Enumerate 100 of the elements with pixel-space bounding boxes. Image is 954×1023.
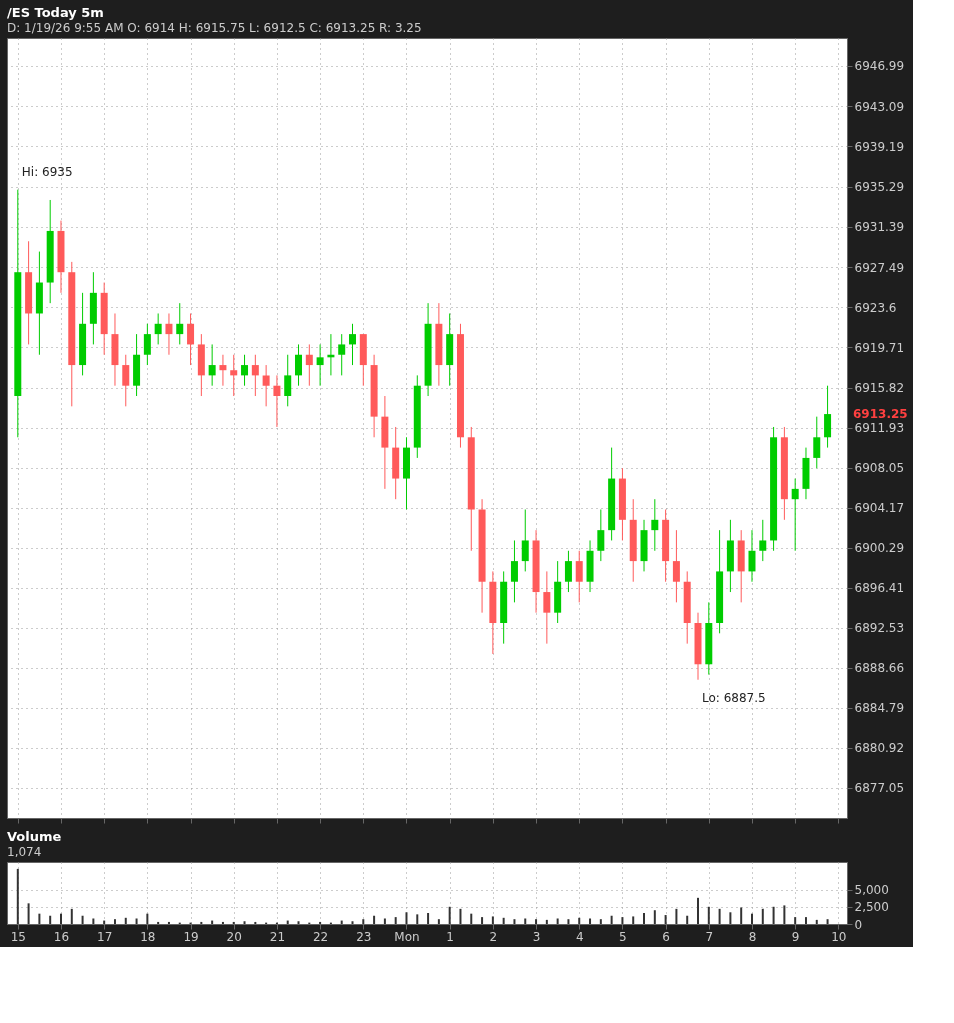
bar (632, 916, 635, 924)
bar (124, 917, 127, 924)
bar (38, 913, 41, 924)
candlestick (521, 509, 529, 572)
candlestick (748, 529, 756, 583)
bar (556, 918, 559, 924)
y-tick-label: 6900.29 (854, 541, 905, 556)
bar (761, 908, 764, 924)
y-tick-label: 6927.49 (854, 260, 905, 275)
bar (470, 913, 473, 924)
bar (524, 918, 527, 924)
bar (200, 921, 203, 924)
candlestick (262, 364, 270, 407)
y-tick-label: 6946.99 (854, 59, 905, 74)
y-tick-label: 6943.09 (854, 99, 905, 114)
bar (232, 921, 235, 924)
x-tick-label: 4 (575, 929, 584, 944)
y-tick-label: 6888.66 (854, 661, 905, 676)
x-tick-label: 17 (97, 929, 113, 944)
bar (416, 914, 419, 924)
y-tick-label: 6915.82 (854, 381, 905, 396)
candlestick (230, 354, 238, 397)
bar (427, 912, 430, 924)
candlestick (154, 312, 162, 345)
bar (135, 918, 138, 924)
y-tick-label: 6884.79 (854, 701, 905, 716)
y-tick-label: 6908.05 (854, 461, 905, 476)
x-tick-label: 3 (532, 929, 541, 944)
bar (578, 917, 581, 924)
bar (707, 906, 710, 924)
bar (27, 903, 30, 924)
bar (49, 915, 52, 924)
bar (459, 908, 462, 924)
bar (729, 912, 732, 924)
bar (81, 915, 84, 924)
x-tick-label: 10 (831, 929, 847, 944)
chart-subtitle: D: 1/19/26 9:55 AM O: 6914 H: 6915.75 L: 6912.5 C: 6913.25 R: 3.25 (7, 21, 422, 35)
x-tick-label: 23 (356, 929, 372, 944)
bar (621, 917, 624, 924)
bar (297, 921, 300, 924)
bar (113, 919, 116, 924)
y-tick-label: 5,000 (854, 883, 889, 898)
bar (675, 908, 678, 924)
bar (750, 913, 753, 924)
candlestick (284, 354, 292, 407)
bar (351, 921, 354, 924)
candlestick (575, 550, 583, 603)
x-tick-label: 20 (226, 929, 242, 944)
candlestick (176, 302, 184, 345)
bar (437, 919, 440, 924)
bar (794, 917, 797, 924)
x-tick-label: 2 (489, 929, 498, 944)
bar (804, 917, 807, 924)
candlestick (543, 570, 551, 645)
y-tick-label: 6919.71 (854, 340, 905, 355)
candlestick (165, 312, 173, 356)
bar (383, 918, 386, 924)
candlestick (349, 323, 356, 366)
bar (826, 919, 829, 924)
candlestick (791, 478, 799, 552)
annotation: Hi: 6935 (21, 164, 73, 179)
candlestick (241, 354, 249, 387)
candlestick (187, 312, 195, 366)
x-tick-label: 8 (748, 929, 757, 944)
candlestick (824, 385, 832, 449)
y-tick-label: 2,500 (854, 900, 889, 915)
candlestick (219, 354, 227, 387)
bar (362, 919, 365, 924)
bar (643, 912, 646, 924)
bar (589, 918, 592, 924)
bar (815, 919, 818, 924)
x-tick-label: 5 (619, 929, 627, 944)
y-tick-label: 6904.17 (854, 501, 905, 516)
x-tick-label: 7 (705, 929, 714, 944)
candlestick (672, 529, 680, 603)
bar (718, 908, 721, 924)
bar (405, 912, 408, 924)
candlestick (510, 539, 518, 603)
y-tick-label: 6896.41 (854, 581, 905, 596)
bar (146, 913, 149, 924)
bar (567, 919, 570, 924)
bar (535, 919, 538, 924)
candlestick (564, 550, 572, 593)
bar (448, 906, 451, 924)
bar (545, 919, 548, 924)
chart-title: Volume (7, 829, 62, 844)
bar (502, 917, 505, 924)
x-tick-label: 19 (183, 929, 199, 944)
bar (92, 918, 95, 924)
candlestick (122, 354, 130, 407)
candlestick (295, 343, 303, 387)
x-tick-label: 22 (312, 929, 329, 944)
candlestick (813, 416, 821, 469)
chart-title: /ES Today 5m (7, 5, 104, 20)
bar (686, 915, 689, 924)
x-tick-label: 16 (53, 929, 70, 944)
bar (664, 915, 667, 924)
candlestick (251, 354, 259, 397)
bar (491, 916, 494, 924)
x-tick-label: 21 (269, 929, 286, 944)
